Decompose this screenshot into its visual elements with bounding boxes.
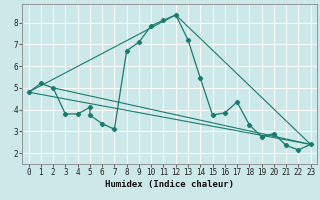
X-axis label: Humidex (Indice chaleur): Humidex (Indice chaleur): [105, 180, 234, 189]
